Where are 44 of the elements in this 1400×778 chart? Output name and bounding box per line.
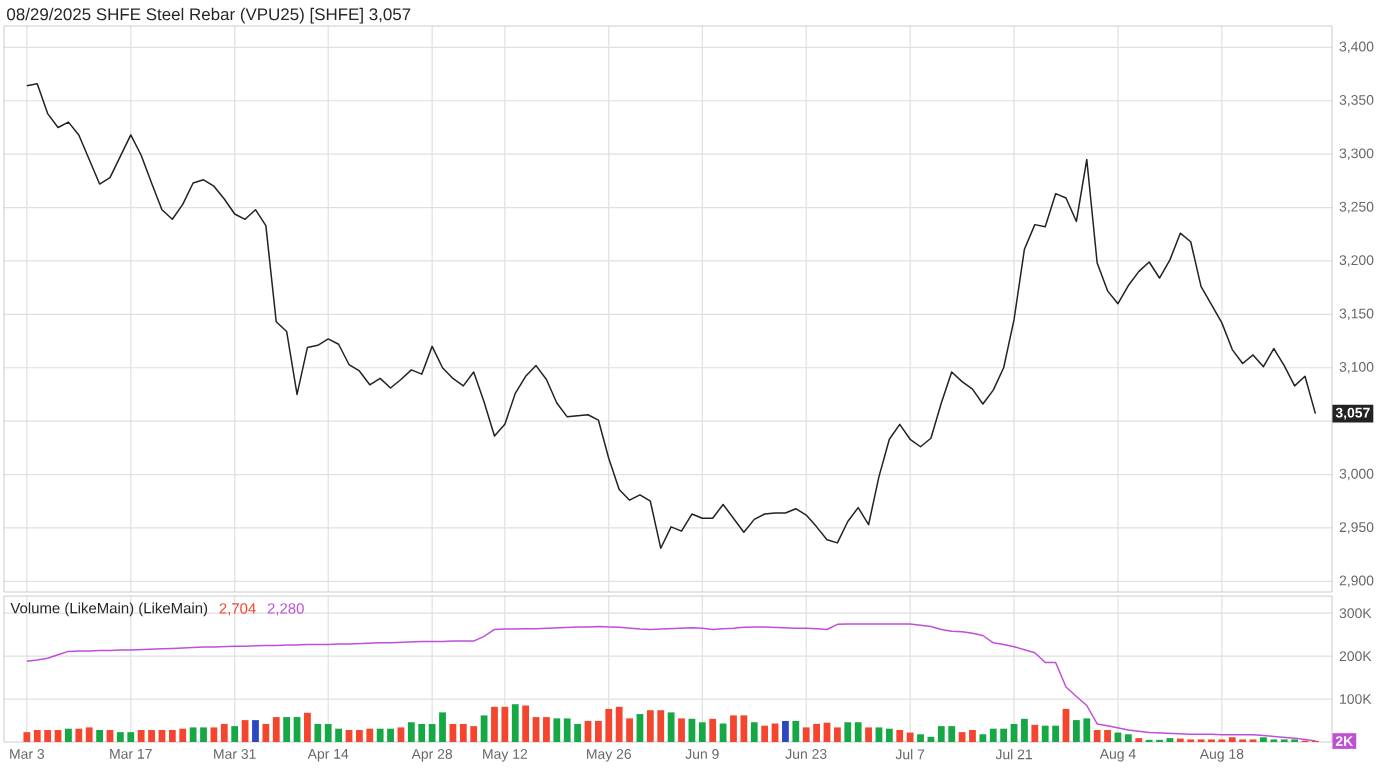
bar	[252, 720, 259, 742]
bar	[96, 729, 103, 742]
bar	[833, 727, 841, 742]
bar	[283, 717, 291, 742]
bar	[85, 727, 93, 742]
bar	[553, 718, 561, 742]
bar	[761, 725, 769, 742]
bar	[1031, 724, 1039, 742]
bar	[522, 705, 530, 742]
bar	[314, 723, 322, 742]
bar	[480, 715, 488, 742]
bar	[65, 728, 72, 742]
bar	[220, 723, 228, 742]
chart-title: 08/29/2025 SHFE Steel Rebar (VPU25) [SHFE] 3,057	[7, 7, 411, 24]
bar	[210, 727, 218, 742]
bar	[667, 712, 675, 742]
bar	[750, 722, 758, 742]
bar	[1021, 718, 1028, 742]
bar	[304, 712, 311, 742]
bar	[854, 722, 862, 742]
bar	[979, 734, 987, 742]
bar	[885, 728, 893, 742]
bar	[917, 734, 924, 742]
bar	[272, 717, 280, 742]
bar	[397, 727, 405, 742]
bar	[698, 722, 706, 742]
bar	[543, 717, 550, 742]
bar	[23, 732, 31, 742]
bar	[969, 729, 976, 742]
bar	[896, 729, 904, 742]
bar	[792, 720, 800, 742]
bar	[865, 727, 872, 742]
bar	[231, 726, 239, 742]
bar	[958, 732, 966, 742]
bar	[262, 723, 270, 742]
bar	[875, 727, 883, 742]
bar	[906, 732, 914, 742]
bar	[511, 704, 519, 742]
bar	[678, 718, 685, 742]
bar	[709, 718, 717, 742]
bar	[1124, 734, 1132, 742]
bar	[782, 720, 789, 742]
bar	[844, 722, 852, 742]
bar	[75, 728, 83, 742]
